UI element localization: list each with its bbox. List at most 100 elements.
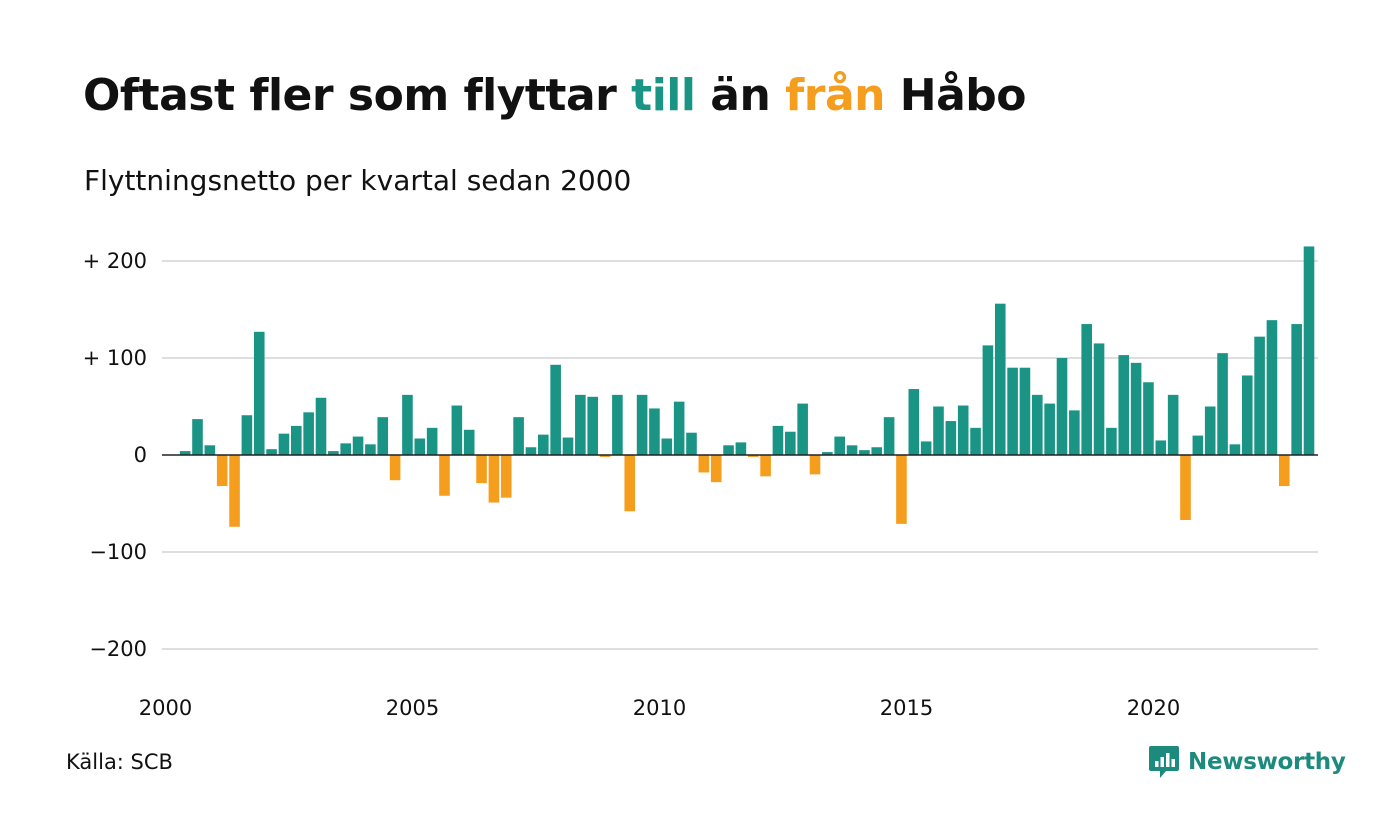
bar: [538, 434, 549, 455]
bar: [463, 429, 475, 455]
title-part-1: Oftast fler som flyttar: [83, 70, 632, 121]
bars: [179, 246, 1315, 527]
chart-subtitle: Flyttningsnetto per kvartal sedan 2000: [84, 164, 632, 197]
bar: [785, 431, 796, 455]
bar: [649, 408, 660, 455]
bar: [1180, 455, 1191, 520]
bar: [624, 455, 636, 512]
bar: [315, 397, 327, 455]
bar: [216, 455, 228, 487]
bar: [1106, 427, 1117, 455]
bar: [723, 445, 734, 455]
bar: [1303, 246, 1315, 455]
bar: [612, 394, 623, 455]
bar: [513, 417, 524, 455]
bar: [661, 438, 673, 455]
brand-logo: Newsworthy: [1148, 744, 1346, 780]
bar: [896, 455, 907, 524]
bar: [698, 455, 710, 473]
bar: [476, 455, 487, 484]
bar: [673, 401, 685, 455]
bar: [389, 455, 401, 481]
bar: [599, 455, 611, 457]
bar: [797, 403, 808, 455]
bar: [192, 419, 203, 455]
bar: [772, 425, 784, 455]
bar: [1056, 358, 1068, 455]
x-tick-label: 2015: [880, 696, 933, 720]
bar: [859, 450, 870, 455]
bar: [809, 455, 821, 475]
x-tick-label: 2000: [139, 696, 192, 720]
chart-title: Oftast fler som flyttar till än från Håb…: [83, 70, 1027, 121]
bar: [945, 421, 957, 455]
bar: [970, 427, 981, 455]
bar: [352, 436, 364, 455]
bar: [1007, 367, 1018, 455]
bar: [1204, 406, 1216, 455]
bar: [253, 331, 265, 455]
bar: [525, 447, 537, 455]
bar: [1279, 455, 1290, 487]
bar: [834, 436, 845, 455]
bar: [883, 417, 895, 455]
bar: [933, 406, 944, 455]
bar: [340, 443, 351, 455]
bar: [426, 427, 438, 455]
bar: [488, 455, 500, 503]
bar: [871, 447, 883, 455]
bar: [291, 425, 302, 455]
bar: [241, 415, 253, 455]
bar: [710, 455, 722, 483]
axes: + 200 + 100 0 −100 −200 2000 2005 2010 2015 2020: [83, 249, 1318, 720]
x-tick-label: 2020: [1127, 696, 1180, 720]
brand-name: Newsworthy: [1188, 749, 1346, 775]
bar: [303, 412, 314, 455]
bar: [179, 451, 191, 455]
bar: [414, 438, 426, 455]
x-tick-label: 2005: [386, 696, 439, 720]
bar: [1266, 320, 1278, 455]
bar: [1093, 343, 1105, 455]
bar: [278, 433, 290, 455]
bar: [377, 417, 389, 455]
bar: [1081, 324, 1092, 455]
y-tick-label: + 100: [83, 346, 147, 370]
bar: [957, 405, 969, 455]
y-tick-label: −200: [89, 637, 147, 661]
bar: [994, 303, 1006, 455]
bar: [1130, 362, 1142, 455]
title-part-3: Håbo: [884, 70, 1027, 121]
bar: [686, 432, 697, 455]
bar: [204, 445, 216, 455]
bar: [439, 455, 450, 496]
bar: [1229, 444, 1241, 455]
y-tick-label: + 200: [83, 249, 147, 273]
bar: [1241, 375, 1253, 455]
bar: [1019, 367, 1031, 455]
bar: [1192, 435, 1204, 455]
bar: [451, 405, 463, 455]
bar: [846, 445, 858, 455]
bar: [229, 455, 240, 527]
bar: [550, 364, 561, 455]
title-part-2: än: [695, 70, 786, 121]
bar: [747, 455, 759, 457]
bar: [822, 452, 833, 455]
bar: [562, 437, 574, 455]
bar: [1143, 382, 1154, 455]
bar: [266, 449, 277, 455]
bar: [1069, 410, 1080, 455]
bar: [1254, 336, 1265, 455]
y-tick-label: 0: [134, 443, 147, 467]
title-fran: från: [785, 70, 885, 121]
bar: [328, 451, 339, 455]
bar: [735, 442, 747, 455]
y-tick-label: −100: [89, 540, 147, 564]
bar: [1032, 394, 1043, 455]
bar: [920, 441, 932, 455]
bar: [1291, 324, 1302, 455]
bar: [760, 455, 771, 477]
source-note: Källa: SCB: [66, 750, 173, 774]
x-tick-label: 2010: [633, 696, 686, 720]
